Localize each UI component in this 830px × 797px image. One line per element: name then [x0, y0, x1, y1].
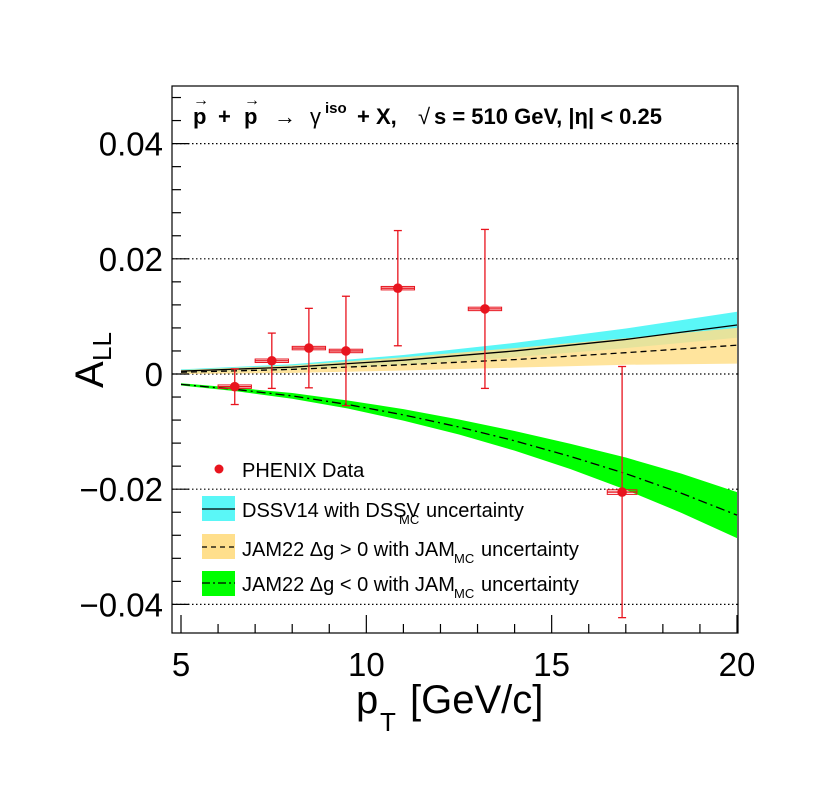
y-tick-label-3: 0.02 — [99, 241, 163, 278]
data-point-group-0 — [217, 368, 252, 406]
legend-dssv-rest: uncertainty — [426, 500, 524, 522]
legend-jam-neg-label: JAM22 Δg < 0 with JAM — [242, 574, 455, 596]
title-iso: iso — [325, 100, 347, 117]
data-point-2 — [304, 343, 314, 353]
x-tick-label-3: 20 — [719, 646, 756, 683]
tick-labels: 5 10 15 20 −0.04 −0.02 0 0.02 0.04 — [80, 126, 756, 683]
y-tick-label-2: 0 — [145, 356, 163, 393]
y-axis-label-sub: LL — [87, 332, 117, 361]
axis-ticks — [172, 96, 738, 633]
plot-frame — [171, 85, 739, 634]
data-point-0 — [229, 381, 240, 392]
data-point-group-3 — [328, 295, 364, 407]
data-point-4 — [393, 283, 403, 293]
model-bands — [181, 311, 737, 539]
y-axis-title: A LL — [68, 332, 117, 388]
data-point-group-4 — [380, 229, 416, 347]
legend-jam-pos-sub: MC — [454, 551, 474, 566]
y-tick-label-0: −0.04 — [80, 586, 164, 623]
legend-data-marker — [214, 464, 224, 474]
legend: PHENIX Data DSSV14 with DSSV MC uncertai… — [202, 460, 579, 601]
central-line-0 — [180, 324, 738, 372]
x-tick-label-2: 15 — [533, 646, 570, 683]
data-point-group-6 — [606, 365, 638, 619]
title-p2-arrow: → — [244, 92, 260, 109]
legend-jam-neg-sub: MC — [454, 586, 474, 601]
legend-item-dssv: DSSV14 with DSSV MC uncertainty — [202, 496, 524, 527]
legend-item-jam-pos: JAM22 Δg > 0 with JAM MC uncertainty — [202, 534, 579, 566]
y-tick-label-1: −0.02 — [80, 471, 164, 508]
legend-jam-neg-rest: uncertainty — [481, 574, 579, 596]
legend-dssv-label: DSSV14 with DSSV — [242, 500, 421, 522]
title-rest1: + X, — [357, 104, 397, 129]
legend-data-label: PHENIX Data — [242, 460, 365, 482]
model-lines — [180, 324, 738, 516]
data-points — [217, 228, 638, 619]
chart-title: p → + p → → γ iso + X, √ s = 510 GeV, |η… — [193, 92, 662, 129]
legend-item-data: PHENIX Data — [214, 460, 365, 482]
x-axis-title: p T [GeV/c] — [356, 678, 543, 737]
data-point-group-2 — [291, 307, 327, 389]
data-point-group-1 — [254, 332, 289, 390]
x-axis-label-rest: [GeV/c] — [410, 678, 543, 722]
y-tick-label-4: 0.04 — [99, 126, 163, 163]
data-point-1 — [267, 355, 277, 366]
title-arrow: → — [274, 104, 296, 129]
band-2 — [181, 383, 737, 539]
title-p1-arrow: → — [193, 92, 209, 109]
x-tick-label-0: 5 — [172, 646, 190, 683]
legend-dssv-sub: MC — [399, 512, 419, 527]
legend-item-jam-neg: JAM22 Δg < 0 with JAM MC uncertainty — [202, 571, 579, 601]
title-p1: p — [193, 104, 206, 129]
x-axis-label: p — [356, 678, 378, 722]
data-point-5 — [480, 304, 490, 314]
data-point-group-5 — [467, 228, 503, 390]
central-line-1 — [180, 344, 738, 373]
title-p2: p — [244, 104, 257, 129]
data-point-3 — [341, 346, 351, 356]
title-sqrt: √ — [418, 104, 431, 129]
legend-jam-pos-rest: uncertainty — [481, 539, 579, 561]
band-1 — [181, 327, 737, 374]
title-gamma: γ — [310, 104, 321, 129]
x-tick-label-1: 10 — [348, 646, 385, 683]
data-point-6 — [617, 487, 627, 497]
title-rest2: s = 510 GeV, |η| < 0.25 — [434, 104, 662, 129]
y-axis-label: A — [68, 361, 112, 388]
x-axis-label-sub: T — [380, 707, 396, 737]
legend-jam-pos-label: JAM22 Δg > 0 with JAM — [242, 539, 455, 561]
title-plus: + — [218, 104, 231, 129]
